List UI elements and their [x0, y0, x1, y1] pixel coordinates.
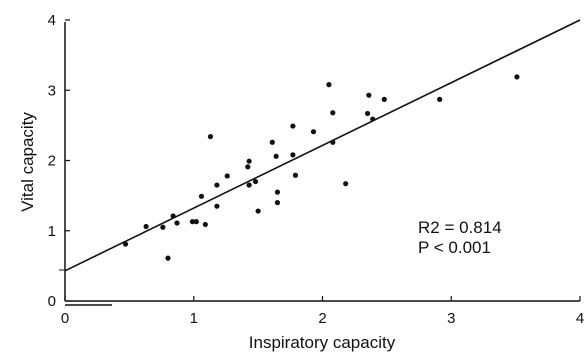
y-axis-title: Vital capacity	[18, 112, 37, 212]
data-point	[514, 74, 520, 80]
axes	[59, 22, 580, 306]
r2-annotation: R2 = 0.814	[418, 218, 502, 237]
data-point	[290, 152, 296, 158]
data-point	[202, 221, 208, 228]
data-point	[165, 255, 171, 261]
y-tick-label: 3	[48, 82, 56, 99]
data-point	[273, 153, 279, 159]
data-point	[224, 173, 230, 179]
data-point	[326, 82, 332, 88]
data-point	[245, 164, 251, 170]
regression-group	[64, 19, 581, 272]
data-point	[330, 139, 336, 145]
data-point	[252, 178, 259, 185]
data-point	[437, 96, 443, 102]
x-tick-label: 1	[190, 310, 198, 327]
p-value-annotation: P < 0.001	[418, 238, 491, 257]
data-point	[274, 200, 281, 206]
x-axis-title: Inspiratory capacity	[249, 333, 396, 352]
data-point	[370, 116, 376, 122]
points-group	[122, 74, 520, 261]
data-point	[381, 96, 387, 102]
data-point	[143, 223, 149, 230]
y-tick-label: 0	[48, 293, 56, 310]
data-point	[330, 110, 336, 116]
data-point	[292, 172, 299, 178]
data-point	[246, 158, 252, 164]
data-point	[214, 182, 220, 188]
data-point	[269, 139, 275, 145]
x-tick-label: 2	[318, 310, 326, 327]
data-point	[364, 110, 371, 117]
data-point	[160, 224, 166, 230]
regression-line	[64, 19, 581, 272]
data-point	[193, 219, 199, 225]
data-point	[366, 92, 372, 98]
x-tick-label: 3	[447, 310, 455, 327]
data-point	[274, 189, 281, 195]
data-point	[255, 208, 261, 214]
data-point	[207, 134, 214, 140]
data-point	[310, 129, 317, 135]
ticks: 0 1 2 3 4 0 1 2 3 4	[48, 12, 585, 327]
data-point	[198, 193, 205, 199]
y-tick-label: 2	[48, 153, 56, 170]
y-tick-label: 4	[48, 12, 56, 29]
data-point	[343, 181, 349, 187]
y-tick-label: 1	[48, 223, 56, 240]
x-tick-label: 4	[576, 310, 584, 327]
data-point	[170, 213, 176, 219]
data-point	[174, 220, 180, 226]
data-point	[189, 219, 196, 225]
data-point	[246, 182, 252, 188]
data-point	[290, 123, 296, 129]
data-point	[122, 241, 129, 247]
data-point	[214, 203, 220, 209]
x-tick-label: 0	[61, 310, 69, 327]
